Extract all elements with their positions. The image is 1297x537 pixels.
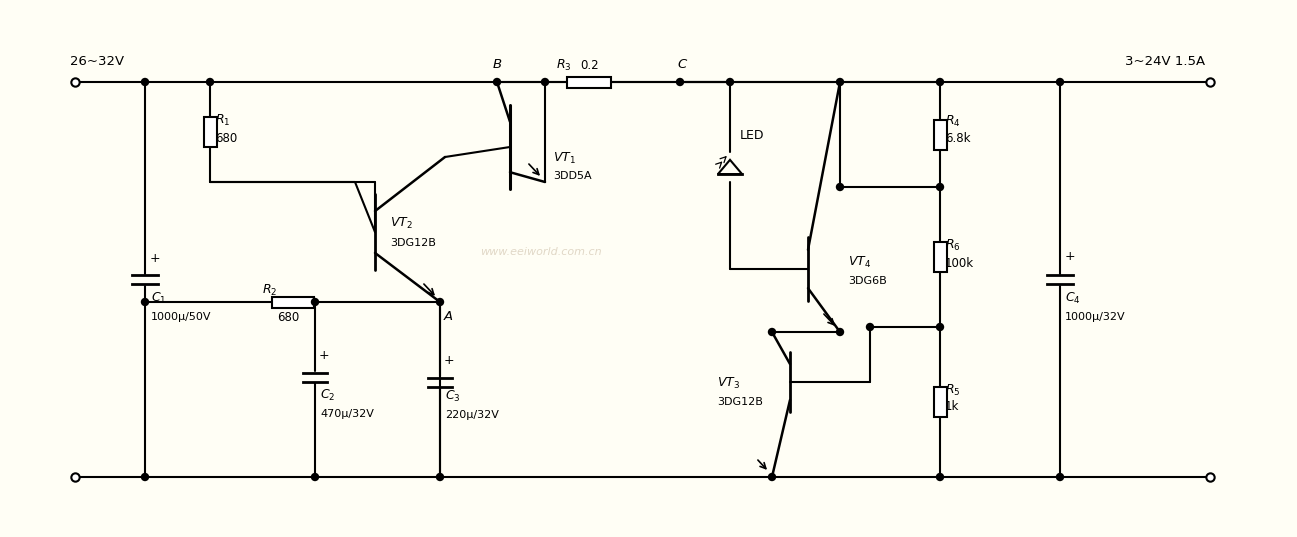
- Text: www.eeiworld.com.cn: www.eeiworld.com.cn: [480, 247, 602, 257]
- Text: $R_6$: $R_6$: [946, 238, 961, 253]
- Circle shape: [726, 78, 734, 85]
- Circle shape: [769, 329, 776, 336]
- Text: $R_4$: $R_4$: [946, 113, 961, 128]
- Text: 3DG6B: 3DG6B: [848, 276, 887, 286]
- Text: 1000μ/50V: 1000μ/50V: [150, 311, 211, 322]
- Circle shape: [206, 78, 214, 85]
- Circle shape: [141, 299, 148, 306]
- Text: B: B: [493, 58, 502, 71]
- Circle shape: [437, 474, 444, 481]
- Text: 220μ/32V: 220μ/32V: [445, 410, 499, 420]
- Circle shape: [493, 78, 501, 85]
- Bar: [567, 76, 611, 88]
- Text: 1000μ/32V: 1000μ/32V: [1065, 311, 1126, 322]
- Text: LED: LED: [741, 129, 764, 142]
- Text: $VT_2$: $VT_2$: [390, 216, 412, 231]
- Text: 3DD5A: 3DD5A: [553, 171, 591, 181]
- Circle shape: [141, 78, 148, 85]
- Text: 100k: 100k: [946, 257, 974, 270]
- Text: $R_2$: $R_2$: [262, 283, 278, 298]
- Text: $C_3$: $C_3$: [445, 389, 460, 404]
- Text: 0.2: 0.2: [581, 59, 599, 72]
- Text: $R_1$: $R_1$: [215, 113, 231, 128]
- Bar: [934, 387, 947, 417]
- Circle shape: [936, 78, 943, 85]
- Text: $C_4$: $C_4$: [1065, 291, 1080, 306]
- Text: 1k: 1k: [946, 400, 960, 413]
- Bar: [204, 117, 217, 147]
- Circle shape: [311, 474, 319, 481]
- Text: 6.8k: 6.8k: [946, 133, 970, 146]
- Text: $R_5$: $R_5$: [946, 383, 961, 398]
- Circle shape: [837, 329, 843, 336]
- Text: $VT_4$: $VT_4$: [848, 255, 872, 270]
- Text: +: +: [444, 354, 455, 367]
- Text: +: +: [150, 251, 161, 265]
- Text: $VT_3$: $VT_3$: [717, 376, 741, 391]
- Text: 470μ/32V: 470μ/32V: [320, 409, 374, 419]
- Text: $C_1$: $C_1$: [150, 291, 166, 306]
- Circle shape: [677, 78, 684, 85]
- Text: 680: 680: [278, 311, 300, 324]
- Circle shape: [837, 78, 843, 85]
- Circle shape: [437, 299, 444, 306]
- Circle shape: [311, 299, 319, 306]
- Circle shape: [936, 323, 943, 330]
- Text: 680: 680: [215, 132, 237, 145]
- Text: +: +: [319, 349, 329, 362]
- Text: $C_2$: $C_2$: [320, 388, 336, 403]
- Circle shape: [1057, 78, 1064, 85]
- Text: 26~32V: 26~32V: [70, 55, 125, 68]
- Circle shape: [837, 184, 843, 191]
- Text: +: +: [1065, 250, 1075, 263]
- Circle shape: [769, 474, 776, 481]
- Bar: [934, 120, 947, 149]
- Text: A: A: [444, 310, 453, 323]
- Circle shape: [936, 474, 943, 481]
- Text: $VT_1$: $VT_1$: [553, 151, 576, 166]
- Bar: [271, 296, 314, 308]
- Text: 3~24V 1.5A: 3~24V 1.5A: [1124, 55, 1205, 68]
- Text: 3DG12B: 3DG12B: [717, 397, 763, 407]
- Text: $R_3$: $R_3$: [556, 58, 572, 73]
- Circle shape: [866, 323, 873, 330]
- Circle shape: [936, 184, 943, 191]
- Circle shape: [542, 78, 549, 85]
- Text: 3DG12B: 3DG12B: [390, 238, 436, 248]
- Circle shape: [141, 474, 148, 481]
- Text: C: C: [677, 58, 686, 71]
- Bar: [934, 242, 947, 272]
- Circle shape: [1057, 474, 1064, 481]
